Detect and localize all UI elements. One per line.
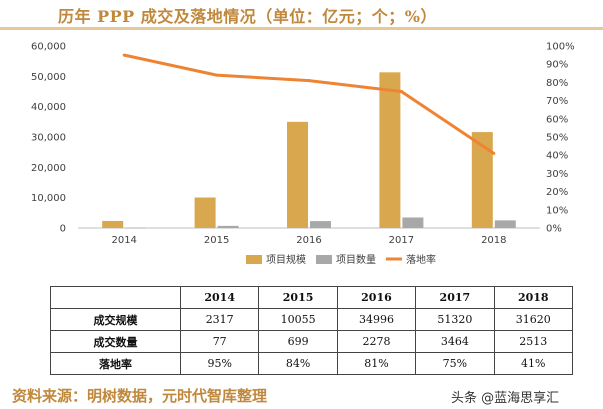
- left-axis-tick-label: 20,000: [31, 163, 66, 174]
- table-cell: 51320: [415, 308, 495, 331]
- landing-rate-point: [215, 73, 219, 77]
- table-row: 成交规模 2317 10055 34996 51320 31620: [50, 308, 573, 331]
- table-header-cell: 2018: [493, 286, 573, 309]
- table-cell: 10055: [258, 308, 338, 331]
- left-axis-tick-label: 40,000: [31, 102, 66, 113]
- table-header-row: 2014 2015 2016 2017 2018: [50, 286, 573, 309]
- bar-project-scale: [102, 220, 124, 228]
- table-header-cell: 2014: [179, 286, 260, 309]
- source-note: 资料来源：明树数据，元时代智库整理: [12, 387, 268, 405]
- table-row-label: 落地率: [50, 352, 181, 375]
- table-header-cell: 2015: [258, 286, 338, 309]
- x-axis-ticks: 2014 2015 2016 2017 2018: [111, 235, 506, 246]
- watermark: 头条 @蓝海思享汇: [451, 391, 560, 406]
- right-axis-tick-label: 70%: [546, 96, 568, 107]
- legend-project-count-label: 项目数量: [336, 253, 376, 266]
- left-axis-tick-label: 30,000: [31, 133, 66, 144]
- table-header-cell: 2016: [336, 286, 417, 309]
- bar-project-scale: [379, 72, 401, 228]
- right-axis-tick-label: 90%: [546, 60, 568, 71]
- landing-rate-point: [492, 151, 496, 155]
- table-row: 落地率 95% 84% 81% 75% 41%: [50, 352, 573, 375]
- right-axis-tick-label: 0%: [546, 224, 562, 235]
- left-axis-tick-label: 50,000: [31, 72, 66, 83]
- bar-project-scale: [194, 197, 216, 228]
- left-axis-ticks: 0 10,000 20,000 30,000 40,000 50,000 60,000: [31, 42, 66, 235]
- table-cell: 2317: [179, 308, 260, 331]
- x-axis-tick-label: 2016: [296, 235, 321, 246]
- table-header-cell: 2017: [415, 286, 495, 309]
- x-axis-tick-label: 2015: [204, 235, 229, 246]
- table-row-label: 成交数量: [50, 330, 181, 353]
- legend: 项目规模 项目数量 落地率: [246, 253, 436, 266]
- table-cell: 699: [258, 330, 338, 353]
- legend-landing-rate-label: 落地率: [406, 253, 436, 266]
- table-row-label: 成交规模: [50, 308, 181, 331]
- bars-layer: [102, 72, 516, 229]
- table-cell: 81%: [336, 352, 417, 375]
- table-cell: 75%: [415, 352, 495, 375]
- table-cell: 41%: [493, 352, 573, 375]
- bar-project-count: [310, 221, 331, 228]
- legend-project-scale-label: 项目规模: [266, 253, 306, 266]
- table-cell: 2513: [493, 330, 573, 353]
- table-cell: 77: [179, 330, 260, 353]
- right-axis-tick-label: 100%: [546, 42, 575, 53]
- bar-project-scale: [287, 121, 308, 228]
- table-cell: 2278: [336, 330, 417, 353]
- landing-rate-point: [122, 53, 126, 57]
- landing-rate-line: [123, 53, 495, 155]
- bar-project-scale: [471, 132, 493, 228]
- title-divider: [0, 27, 603, 30]
- table-cell: 34996: [336, 308, 417, 331]
- x-axis-tick-label: 2017: [389, 235, 414, 246]
- left-axis-tick-label: 10,000: [31, 193, 66, 204]
- x-axis-tick-label: 2014: [111, 235, 136, 246]
- table-cell: 31620: [493, 308, 573, 331]
- legend-project-scale-swatch: [246, 255, 262, 264]
- bar-project-count: [217, 225, 239, 228]
- table-cell: 3464: [415, 330, 495, 353]
- table-cell: 84%: [258, 352, 338, 375]
- bar-project-count: [125, 227, 147, 229]
- table-cell: 95%: [179, 352, 260, 375]
- right-axis-tick-label: 20%: [546, 187, 568, 198]
- table-row: 成交数量 77 699 2278 3464 2513: [50, 330, 573, 353]
- left-axis-tick-label: 0: [60, 224, 66, 235]
- right-axis-ticks: 0% 10% 20% 30% 40% 50% 60% 70% 80% 90% 100%: [546, 42, 575, 235]
- right-axis-tick-label: 40%: [546, 151, 568, 162]
- data-table: 2014 2015 2016 2017 2018 成交规模 2317 10055…: [50, 286, 573, 375]
- right-axis-tick-label: 60%: [546, 114, 568, 125]
- ppp-combo-chart: 0 10,000 20,000 30,000 40,000 50,000 60,000 0%…: [31, 42, 575, 267]
- line-layer: [122, 53, 496, 155]
- right-axis-tick-label: 50%: [546, 133, 568, 144]
- legend-project-count-swatch: [316, 255, 332, 264]
- right-axis-tick-label: 10%: [546, 205, 568, 216]
- landing-rate-point: [307, 79, 311, 83]
- right-axis-tick-label: 80%: [546, 78, 568, 89]
- right-axis-tick-label: 30%: [546, 169, 568, 180]
- chart-title: 历年 PPP 成交及落地情况（单位：亿元；个；%）: [58, 7, 437, 26]
- left-axis-tick-label: 60,000: [31, 42, 66, 53]
- landing-rate-point: [399, 90, 403, 93]
- bar-project-count: [494, 220, 516, 228]
- bar-project-count: [402, 217, 424, 228]
- table-header-cell: [50, 286, 181, 309]
- x-axis-tick-label: 2018: [481, 235, 506, 246]
